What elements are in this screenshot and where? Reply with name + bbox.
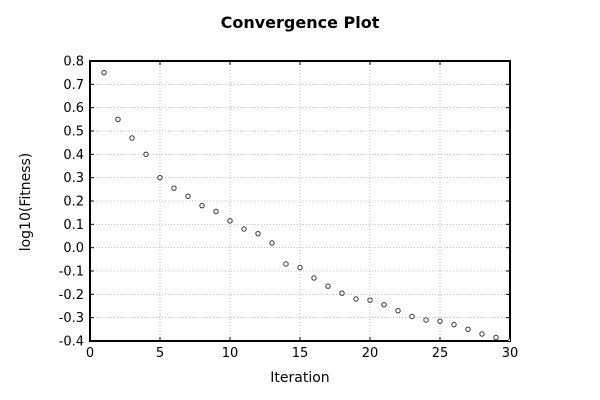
data-point bbox=[437, 318, 443, 324]
y-tick-label: 0.0 bbox=[63, 241, 84, 256]
y-tick-label: 0.8 bbox=[63, 55, 84, 70]
y-tick-label: 0.3 bbox=[63, 171, 84, 186]
y-tick-label: -0.2 bbox=[59, 288, 84, 303]
data-point bbox=[325, 283, 331, 289]
x-tick-label: 15 bbox=[292, 346, 309, 361]
chart-title: Convergence Plot bbox=[220, 13, 380, 32]
data-point bbox=[465, 326, 471, 333]
gridlines bbox=[90, 61, 510, 341]
data-point bbox=[283, 261, 289, 267]
data-point bbox=[311, 275, 317, 281]
x-tick-label: 25 bbox=[432, 346, 449, 361]
data-point bbox=[157, 174, 163, 181]
x-tick-label: 0 bbox=[86, 346, 94, 361]
x-axis-label: Iteration bbox=[270, 370, 330, 386]
data-point bbox=[381, 302, 387, 308]
data-point bbox=[255, 230, 261, 237]
data-points bbox=[101, 69, 510, 341]
x-tick-label: 30 bbox=[502, 346, 519, 361]
x-tick-label: 5 bbox=[156, 346, 164, 361]
data-point bbox=[241, 226, 247, 232]
y-tick-label: -0.4 bbox=[59, 335, 84, 350]
data-point bbox=[353, 296, 359, 302]
data-point bbox=[143, 151, 149, 158]
y-tick-label: 0.4 bbox=[63, 148, 84, 163]
data-point bbox=[199, 202, 205, 209]
data-point bbox=[227, 218, 233, 224]
data-point bbox=[339, 290, 345, 296]
data-point bbox=[185, 193, 191, 200]
x-tick-labels: 0 5 10 15 20 25 30 bbox=[86, 346, 518, 361]
data-point bbox=[367, 297, 373, 303]
data-point bbox=[101, 69, 107, 76]
data-point bbox=[171, 185, 177, 191]
y-tick-label: -0.3 bbox=[59, 311, 84, 326]
data-point bbox=[423, 317, 429, 323]
data-point bbox=[129, 135, 135, 141]
data-point bbox=[297, 264, 303, 271]
y-tick-labels: 0.8 0.7 0.6 0.5 0.4 0.3 0.2 0.1 0.0 -0.1 -0.2 -0.3 -… bbox=[59, 55, 84, 350]
data-point bbox=[269, 240, 275, 246]
y-tick-label: 0.5 bbox=[63, 125, 84, 140]
y-tick-label: 0.6 bbox=[63, 101, 84, 116]
y-tick-label: 0.1 bbox=[63, 218, 84, 233]
data-point bbox=[395, 307, 401, 314]
data-point bbox=[213, 208, 219, 215]
data-point bbox=[451, 321, 457, 328]
y-tick-label: -0.1 bbox=[59, 265, 84, 280]
data-point bbox=[115, 116, 121, 123]
x-tick-label: 10 bbox=[222, 346, 239, 361]
data-point bbox=[507, 338, 510, 341]
data-point bbox=[479, 331, 485, 337]
data-point bbox=[409, 313, 415, 320]
y-tick-label: 0.2 bbox=[63, 195, 84, 210]
data-point bbox=[493, 334, 499, 341]
x-tick-label: 20 bbox=[362, 346, 379, 361]
y-tick-label: 0.7 bbox=[63, 78, 84, 93]
